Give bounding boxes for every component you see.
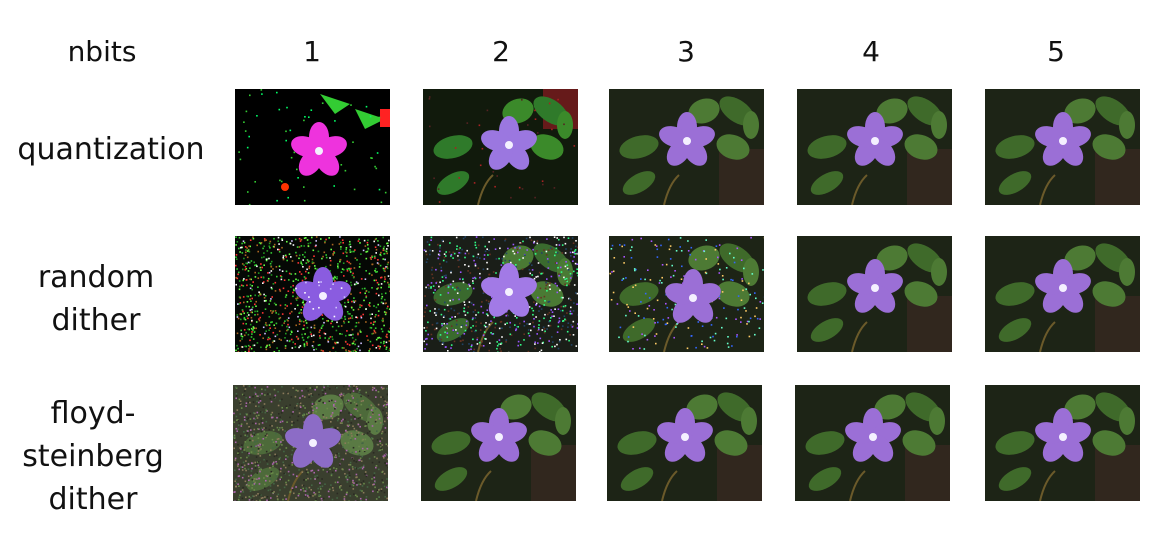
row-label-line: dither — [51, 303, 141, 338]
nbits-header: nbits — [67, 35, 137, 68]
thumb-random-dither-2bit — [423, 236, 578, 352]
flower-image — [233, 385, 388, 501]
flower-image — [985, 89, 1140, 205]
flower-image — [423, 89, 578, 205]
column-header-3: 3 — [677, 35, 695, 68]
flower-image — [609, 236, 764, 352]
row-label-line: dither — [48, 482, 138, 517]
flower-image — [985, 236, 1140, 352]
column-header-5: 5 — [1047, 35, 1065, 68]
thumb-quantization-2bit — [423, 89, 578, 205]
thumb-floyd-steinberg-4bit — [795, 385, 950, 501]
column-header-2: 2 — [492, 35, 510, 68]
flower-image — [235, 89, 390, 205]
thumb-floyd-steinberg-1bit — [233, 385, 388, 501]
flower-image — [985, 385, 1140, 501]
row-label-line: quantization — [17, 132, 205, 167]
thumb-floyd-steinberg-2bit — [421, 385, 576, 501]
row-label-line: steinberg — [22, 439, 164, 474]
flower-image — [797, 236, 952, 352]
row-label-line: floyd- — [50, 396, 136, 431]
thumb-quantization-4bit — [797, 89, 952, 205]
row-label-line: random — [37, 260, 155, 295]
row-label-quantization: quantization — [0, 128, 222, 171]
thumb-quantization-5bit — [985, 89, 1140, 205]
flower-image — [235, 236, 390, 352]
column-header-1: 1 — [303, 35, 321, 68]
flower-image — [609, 89, 764, 205]
flower-image — [423, 236, 578, 352]
thumb-floyd-steinberg-5bit — [985, 385, 1140, 501]
flower-image — [795, 385, 950, 501]
row-label-floyd-steinberg: floyd- steinberg dither — [0, 392, 204, 521]
thumb-random-dither-5bit — [985, 236, 1140, 352]
flower-image — [421, 385, 576, 501]
flower-image — [797, 89, 952, 205]
thumb-random-dither-4bit — [797, 236, 952, 352]
column-header-4: 4 — [862, 35, 880, 68]
row-label-random-dither: random dither — [0, 256, 207, 342]
flower-image — [607, 385, 762, 501]
thumb-random-dither-3bit — [609, 236, 764, 352]
thumb-quantization-1bit — [235, 89, 390, 205]
thumb-floyd-steinberg-3bit — [607, 385, 762, 501]
thumb-random-dither-1bit — [235, 236, 390, 352]
thumb-quantization-3bit — [609, 89, 764, 205]
